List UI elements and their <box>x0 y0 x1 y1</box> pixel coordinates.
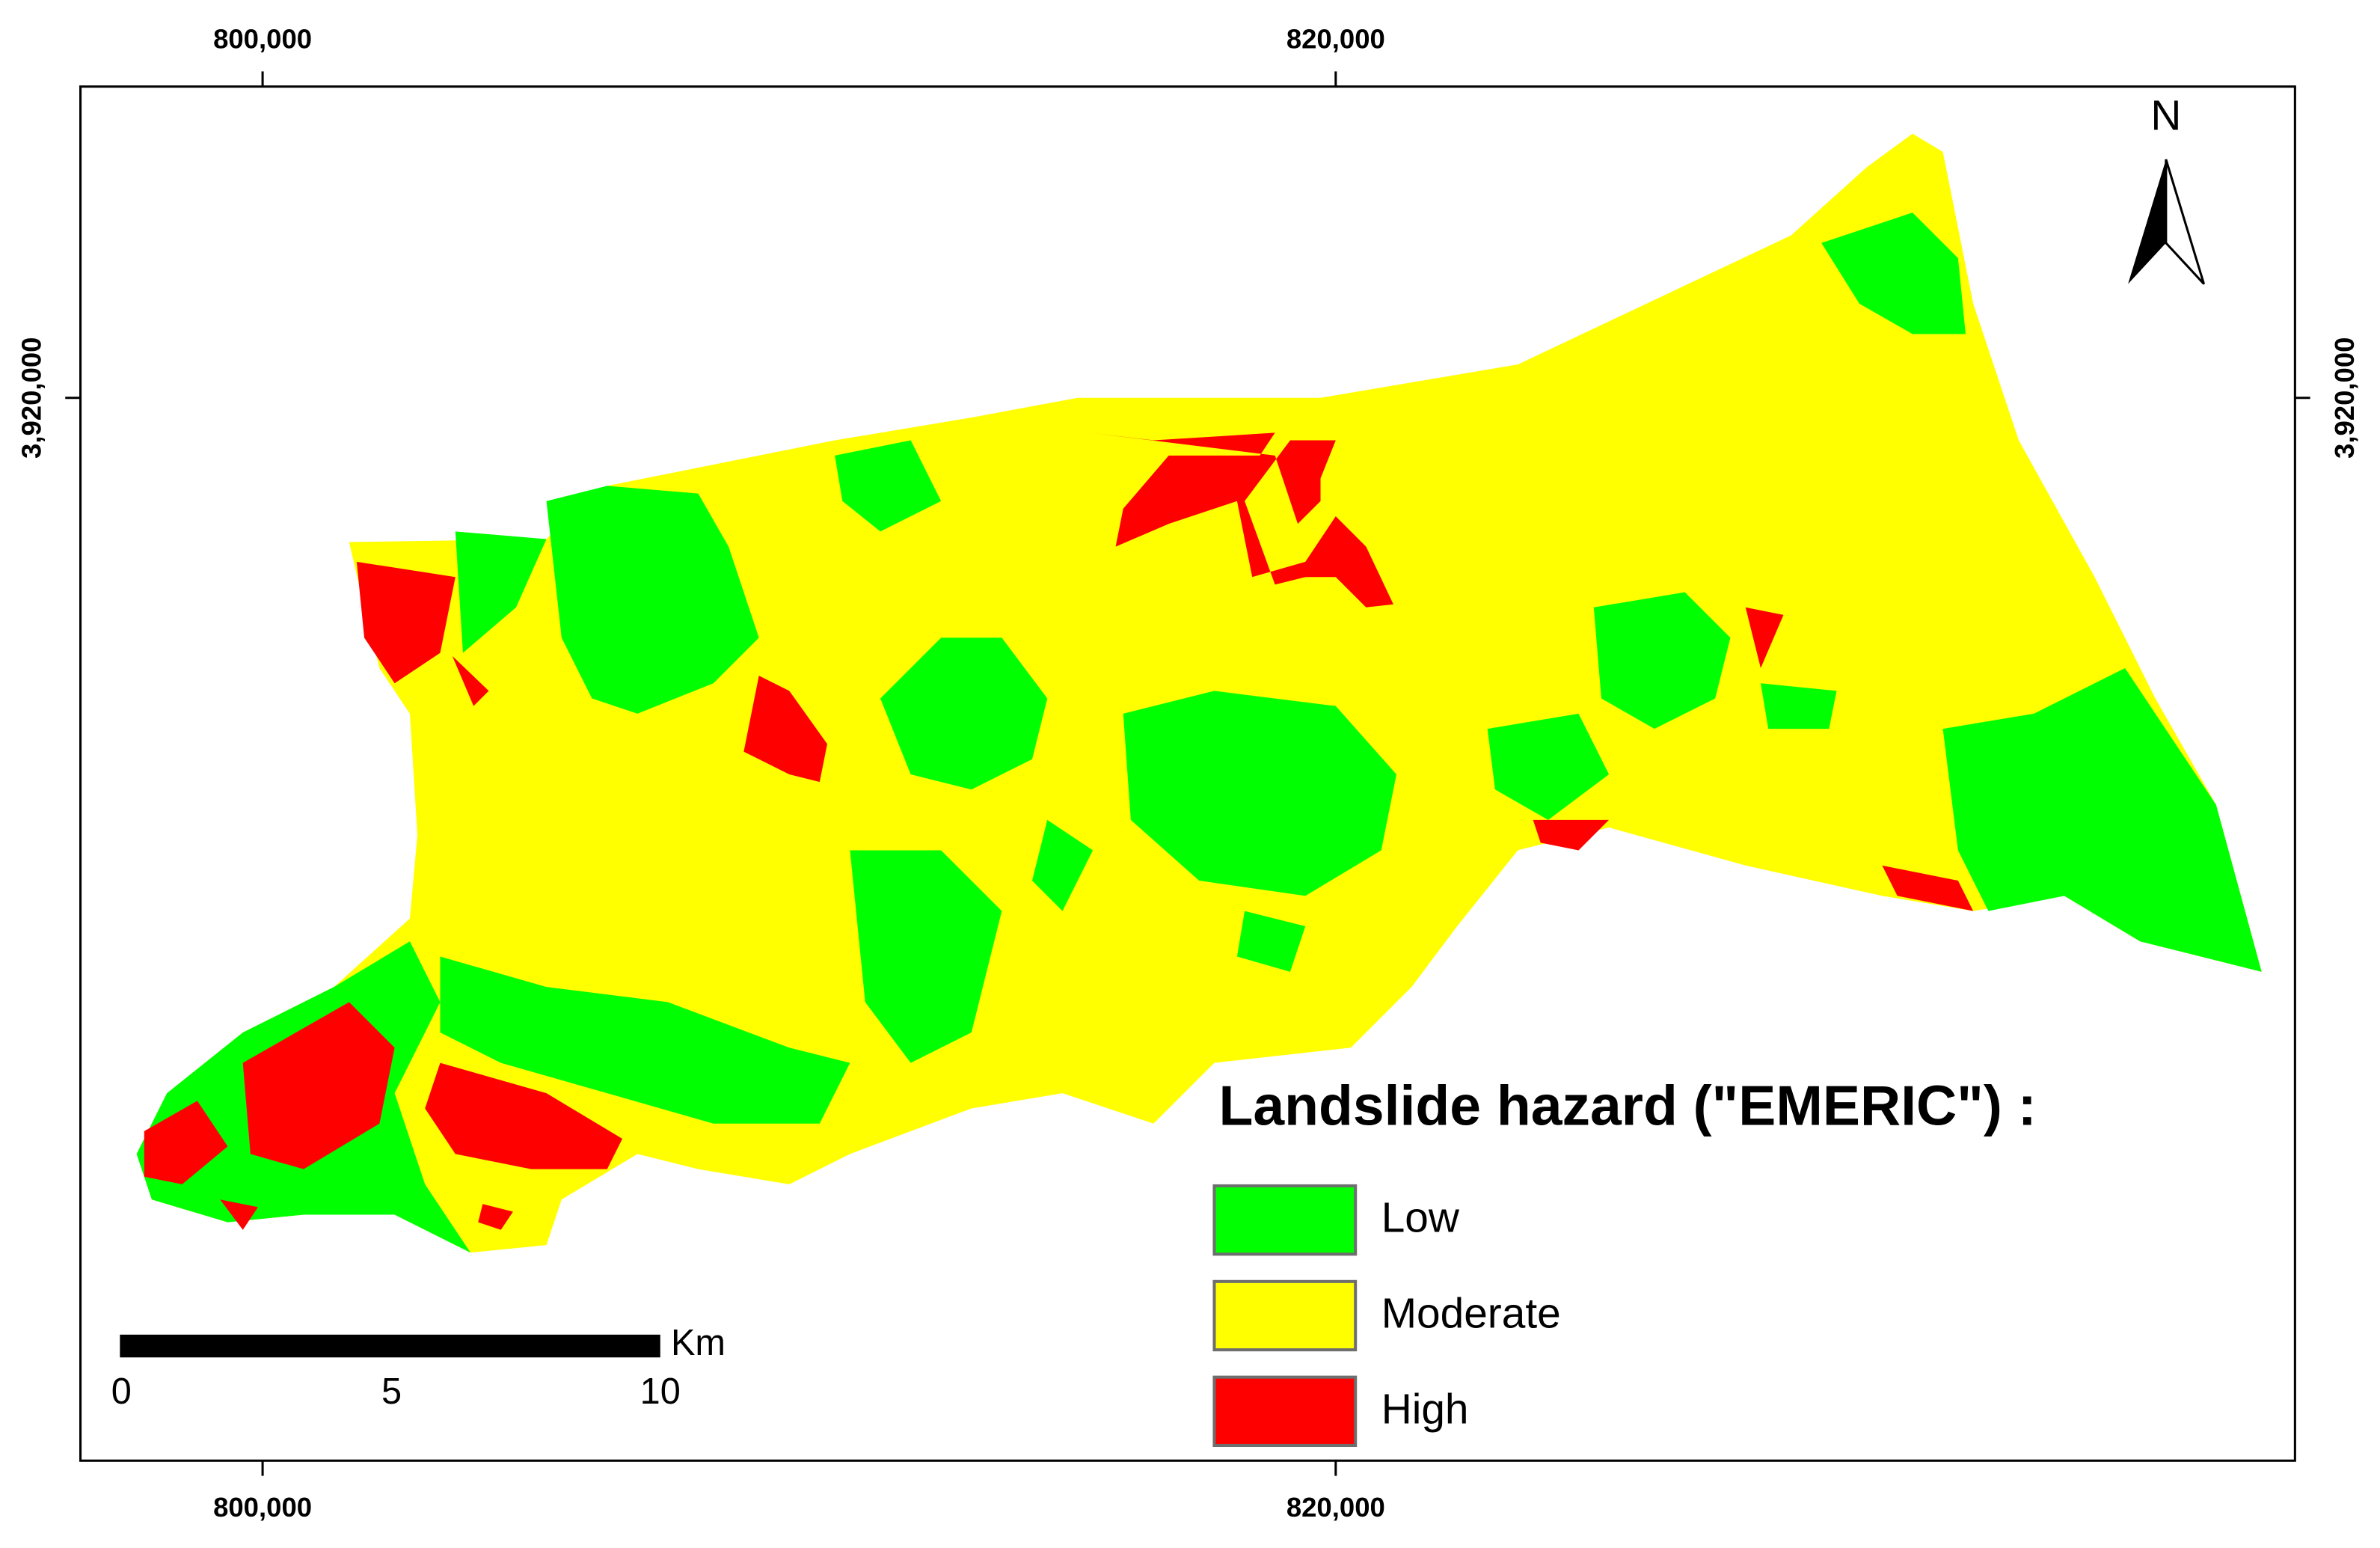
legend-label: High <box>1381 1386 1469 1433</box>
legend: Low Moderate High <box>1212 1184 1561 1448</box>
hazard-map <box>136 133 2262 1253</box>
legend-swatch <box>1212 1279 1358 1352</box>
moderate-zone <box>136 133 2262 1253</box>
frame-ticks <box>65 71 2310 1476</box>
scale-label: 0 <box>111 1371 132 1412</box>
scale-label: 10 <box>640 1371 681 1412</box>
legend-title: Landslide hazard ("EMERIC") : <box>1219 1074 2037 1136</box>
scale-bar <box>120 1334 660 1358</box>
left-coord-label: 3,920,000 <box>16 337 46 459</box>
legend-label: Moderate <box>1381 1290 1561 1337</box>
high-zones <box>144 432 1974 1230</box>
right-coord-label: 3,920,000 <box>2329 337 2360 459</box>
top-coord-label: 820,000 <box>1286 23 1385 54</box>
north-arrow <box>2128 159 2206 285</box>
legend-label: Low <box>1381 1195 1460 1242</box>
scale-unit: Km <box>671 1323 726 1363</box>
legend-swatch <box>1212 1184 1358 1256</box>
north-label: N <box>2150 92 2181 139</box>
scale-label: 5 <box>381 1371 402 1412</box>
legend-swatch <box>1212 1375 1358 1448</box>
bottom-coord-label: 820,000 <box>1286 1492 1385 1523</box>
bottom-coord-label: 800,000 <box>213 1492 312 1523</box>
top-coord-label: 800,000 <box>213 23 312 54</box>
low-zones <box>136 212 2262 1253</box>
map-frame <box>79 85 2296 1462</box>
